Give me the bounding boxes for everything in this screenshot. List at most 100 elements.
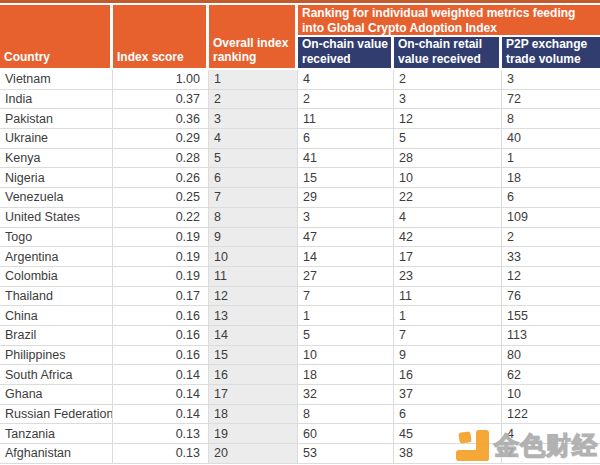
p2p-volume-cell: 80 (502, 346, 600, 366)
country-cell: Ghana (0, 385, 113, 405)
table-row: Kenya0.28541281 (0, 149, 600, 169)
on-chain-value-cell: 8 (298, 405, 394, 425)
on-chain-retail-cell: 22 (394, 188, 502, 208)
on-chain-value-cell: 7 (298, 287, 394, 307)
on-chain-retail-cell: 38 (394, 444, 502, 464)
p2p-volume-cell: 10 (502, 385, 600, 405)
p2p-volume-cell: 4 (502, 424, 600, 444)
table-row: Russian Federation0.141886122 (0, 405, 600, 425)
on-chain-retail-cell: 23 (394, 267, 502, 287)
country-cell: Ukraine (0, 129, 113, 149)
table-row: Venezuela0.25729226 (0, 188, 600, 208)
index-score-cell: 0.29 (113, 129, 209, 149)
p2p-volume-cell: 40 (502, 129, 600, 149)
table-row: Brazil0.161457113 (0, 326, 600, 346)
top-orange-strip (0, 0, 600, 3)
column-header-overall-index-ranking: Overall index ranking (209, 5, 298, 68)
p2p-volume-cell: 7 (502, 444, 600, 464)
index-score-cell: 0.13 (113, 424, 209, 444)
overall-ranking-cell: 20 (209, 444, 298, 464)
country-cell: Colombia (0, 267, 113, 287)
table-row: Pakistan0.36311128 (0, 109, 600, 129)
metrics-subheaders: On-chain value received On-chain retail … (298, 37, 600, 68)
index-score-cell: 1.00 (113, 70, 209, 90)
column-header-p2p-exchange-trade-volume: P2P exchange trade volume (502, 37, 600, 68)
overall-ranking-cell: 17 (209, 385, 298, 405)
on-chain-value-cell: 11 (298, 109, 394, 129)
on-chain-retail-cell: 4 (394, 208, 502, 228)
country-cell: Afghanistan (0, 444, 113, 464)
column-header-index-score: Index score (113, 5, 209, 68)
overall-ranking-cell: 1 (209, 70, 298, 90)
on-chain-value-cell: 29 (298, 188, 394, 208)
country-cell: Venezuela (0, 188, 113, 208)
index-score-cell: 0.36 (113, 109, 209, 129)
overall-ranking-cell: 12 (209, 287, 298, 307)
on-chain-value-cell: 53 (298, 444, 394, 464)
country-cell: India (0, 90, 113, 110)
p2p-volume-cell: 8 (502, 109, 600, 129)
country-cell: South Africa (0, 365, 113, 385)
table-row: Tanzania0.131960454 (0, 424, 600, 444)
on-chain-retail-cell: 5 (394, 129, 502, 149)
p2p-volume-cell: 33 (502, 247, 600, 267)
country-cell: United States (0, 208, 113, 228)
index-score-cell: 0.14 (113, 385, 209, 405)
p2p-volume-cell: 6 (502, 188, 600, 208)
column-header-country: Country (0, 5, 113, 68)
p2p-volume-cell: 2 (502, 228, 600, 248)
index-score-cell: 0.28 (113, 149, 209, 169)
overall-ranking-cell: 13 (209, 306, 298, 326)
overall-ranking-cell: 4 (209, 129, 298, 149)
on-chain-retail-cell: 17 (394, 247, 502, 267)
country-cell: Vietnam (0, 70, 113, 90)
table-row: Togo0.19947422 (0, 228, 600, 248)
p2p-volume-cell: 155 (502, 306, 600, 326)
on-chain-value-cell: 3 (298, 208, 394, 228)
p2p-volume-cell: 76 (502, 287, 600, 307)
on-chain-value-cell: 5 (298, 326, 394, 346)
country-cell: Argentina (0, 247, 113, 267)
country-cell: Philippines (0, 346, 113, 366)
table-row: South Africa0.1416181662 (0, 365, 600, 385)
on-chain-value-cell: 10 (298, 346, 394, 366)
overall-ranking-cell: 15 (209, 346, 298, 366)
table-row: Colombia0.1911272312 (0, 267, 600, 287)
country-cell: Nigeria (0, 168, 113, 188)
column-header-on-chain-value-received: On-chain value received (298, 37, 394, 68)
on-chain-value-cell: 41 (298, 149, 394, 169)
overall-ranking-cell: 8 (209, 208, 298, 228)
index-score-cell: 0.16 (113, 306, 209, 326)
p2p-volume-cell: 62 (502, 365, 600, 385)
index-score-cell: 0.17 (113, 287, 209, 307)
index-score-cell: 0.16 (113, 346, 209, 366)
on-chain-retail-cell: 9 (394, 346, 502, 366)
country-cell: Kenya (0, 149, 113, 169)
overall-ranking-cell: 16 (209, 365, 298, 385)
overall-ranking-cell: 14 (209, 326, 298, 346)
index-score-cell: 0.37 (113, 90, 209, 110)
index-score-cell: 0.25 (113, 188, 209, 208)
p2p-volume-cell: 72 (502, 90, 600, 110)
overall-ranking-cell: 19 (209, 424, 298, 444)
on-chain-value-cell: 32 (298, 385, 394, 405)
table-row: Ukraine0.2946540 (0, 129, 600, 149)
table-row: Thailand0.171271176 (0, 287, 600, 307)
index-score-cell: 0.19 (113, 228, 209, 248)
table-row: Ghana0.1417323710 (0, 385, 600, 405)
on-chain-retail-cell: 42 (394, 228, 502, 248)
overall-ranking-cell: 18 (209, 405, 298, 425)
country-cell: Russian Federation (0, 405, 113, 425)
p2p-volume-cell: 109 (502, 208, 600, 228)
on-chain-value-cell: 15 (298, 168, 394, 188)
country-cell: Brazil (0, 326, 113, 346)
overall-ranking-cell: 5 (209, 149, 298, 169)
table-row: Afghanistan0.132053387 (0, 444, 600, 464)
on-chain-retail-cell: 45 (394, 424, 502, 444)
on-chain-value-cell: 6 (298, 129, 394, 149)
country-cell: China (0, 306, 113, 326)
overall-ranking-cell: 2 (209, 90, 298, 110)
table-row: China0.161311155 (0, 306, 600, 326)
p2p-volume-cell: 1 (502, 149, 600, 169)
index-score-cell: 0.16 (113, 326, 209, 346)
